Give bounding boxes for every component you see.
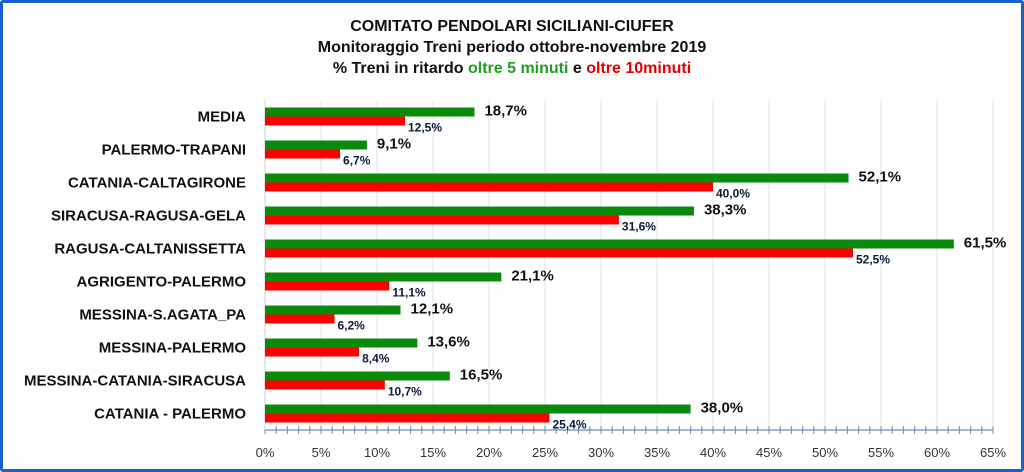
legend-red-label: oltre 10minuti <box>586 60 692 77</box>
category-label: MEDIA <box>198 109 247 126</box>
category-label: MESSINA-PALERMO <box>99 340 247 357</box>
category-label: SIRACUSA-RAGUSA-GELA <box>51 208 246 225</box>
data-label-over-10-min: 8,4% <box>362 352 390 366</box>
bar-over-5-min <box>265 107 475 117</box>
data-label-over-5-min: 38,0% <box>701 400 744 417</box>
x-tick-label: 40% <box>700 445 726 460</box>
data-label-over-5-min: 13,6% <box>427 334 470 351</box>
data-label-over-5-min: 21,1% <box>511 268 554 285</box>
category-label: PALERMO-TRAPANI <box>102 142 246 159</box>
data-label-over-10-min: 31,6% <box>622 220 656 234</box>
data-label-over-5-min: 38,3% <box>704 202 747 219</box>
bar-over-5-min <box>265 239 954 249</box>
bar-over-5-min <box>265 140 367 150</box>
bar-over-10-min <box>265 116 405 126</box>
data-label-over-10-min: 10,7% <box>388 385 422 399</box>
bar-over-10-min <box>265 281 390 291</box>
x-tick-label: 50% <box>812 445 838 460</box>
subtitle-prefix: % Treni in ritardo <box>332 60 468 77</box>
data-label-over-5-min: 12,1% <box>411 301 454 318</box>
x-tick-label: 15% <box>420 445 446 460</box>
bar-over-5-min <box>265 404 691 414</box>
x-tick-label: 10% <box>364 445 390 460</box>
bar-over-10-min <box>265 347 360 357</box>
legend-green-label: oltre 5 minuti <box>467 60 569 77</box>
x-tick-label: 30% <box>588 445 614 460</box>
data-label-over-5-min: 18,7% <box>484 103 527 120</box>
data-label-over-10-min: 40,0% <box>716 187 750 201</box>
category-label: MESSINA-S.AGATA_PA <box>79 307 246 324</box>
bar-over-5-min <box>265 338 418 348</box>
x-tick-label: 20% <box>476 445 502 460</box>
chart-title: COMITATO PENDOLARI SICILIANI-CIUFER <box>350 18 674 35</box>
data-label-over-10-min: 6,2% <box>337 319 365 333</box>
category-label: MESSINA-CATANIA-SIRACUSA <box>24 373 246 390</box>
bar-over-10-min <box>265 248 853 258</box>
bar-over-5-min <box>265 272 502 282</box>
category-label: CATANIA-CALTAGIRONE <box>68 175 246 192</box>
x-tick-label: 5% <box>312 445 331 460</box>
data-label-over-10-min: 25,4% <box>552 418 586 432</box>
x-tick-label: 60% <box>924 445 950 460</box>
bar-over-10-min <box>265 149 341 159</box>
data-label-over-10-min: 11,1% <box>392 286 426 300</box>
data-label-over-10-min: 6,7% <box>343 154 371 168</box>
category-label: AGRIGENTO-PALERMO <box>77 274 247 291</box>
x-tick-label: 35% <box>644 445 670 460</box>
data-label-over-5-min: 9,1% <box>377 136 411 153</box>
data-label-over-10-min: 52,5% <box>856 253 890 267</box>
bar-over-10-min <box>265 182 713 192</box>
bar-over-10-min <box>265 380 385 390</box>
category-label: CATANIA - PALERMO <box>94 406 246 423</box>
subtitle-mid: e <box>568 60 587 77</box>
bar-over-10-min <box>265 215 619 225</box>
bar-over-5-min <box>265 371 450 381</box>
bar-over-5-min <box>265 173 849 183</box>
data-label-over-5-min: 16,5% <box>460 367 503 384</box>
bar-over-10-min <box>265 314 335 324</box>
chart-subtitle-legend: % Treni in ritardo oltre 5 minuti e oltr… <box>0 60 1024 78</box>
bar-over-5-min <box>265 206 694 216</box>
data-label-over-5-min: 61,5% <box>964 235 1007 252</box>
x-tick-label: 65% <box>980 445 1006 460</box>
data-label-over-10-min: 12,5% <box>408 121 442 135</box>
bar-over-5-min <box>265 305 401 315</box>
x-tick-label: 45% <box>756 445 782 460</box>
category-label: RAGUSA-CALTANISSETTA <box>54 241 246 258</box>
x-tick-label: 55% <box>868 445 894 460</box>
bar-over-10-min <box>265 413 550 423</box>
x-tick-label: 0% <box>256 445 275 460</box>
x-tick-label: 25% <box>532 445 558 460</box>
chart-subtitle: Monitoraggio Treni periodo ottobre-novem… <box>317 39 707 56</box>
data-label-over-5-min: 52,1% <box>859 169 902 186</box>
